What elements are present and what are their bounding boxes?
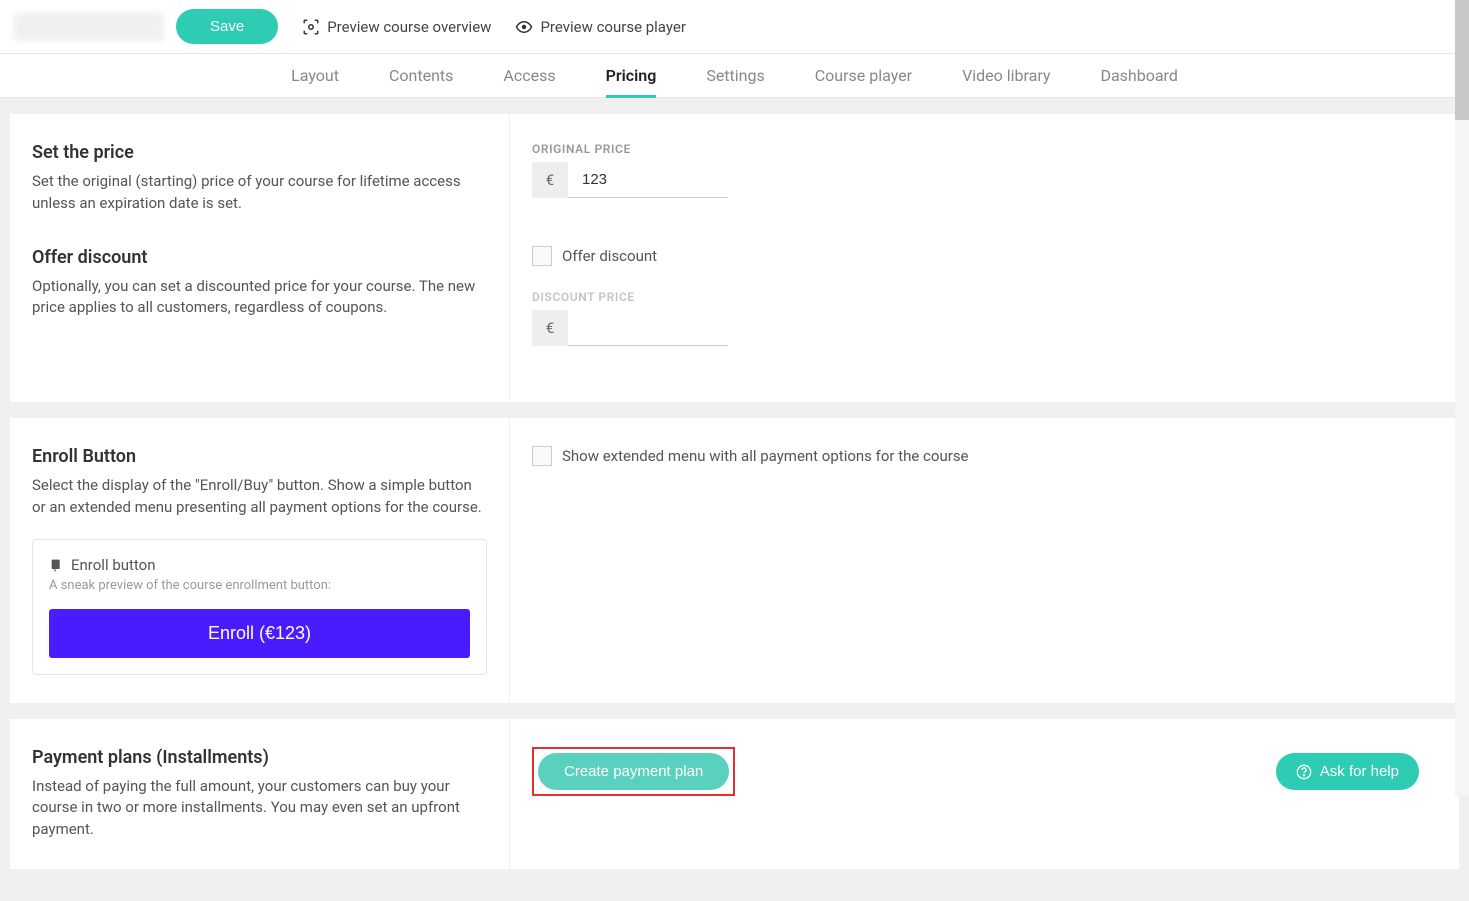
- discount-price-input[interactable]: [568, 310, 728, 346]
- enroll-card-sub: A sneak preview of the course enrollment…: [49, 578, 470, 593]
- original-price-group: €: [532, 162, 1437, 198]
- payment-plans-left: Payment plans (Installments) Instead of …: [10, 719, 510, 869]
- enroll-panel-right: Show extended menu with all payment opti…: [510, 418, 1459, 703]
- tab-contents[interactable]: Contents: [364, 54, 478, 98]
- price-panel-left: Set the price Set the original (starting…: [10, 114, 510, 402]
- eye-target-icon: [302, 18, 320, 36]
- price-panel: Set the price Set the original (starting…: [10, 114, 1459, 402]
- enroll-preview-card: Enroll button A sneak preview of the cou…: [32, 539, 487, 675]
- discount-block: Offer discount Optionally, you can set a…: [32, 247, 487, 320]
- enroll-card-title: Enroll button: [71, 556, 156, 574]
- extended-menu-checkbox[interactable]: [532, 446, 552, 466]
- enroll-panel-left: Enroll Button Select the display of the …: [10, 418, 510, 703]
- vertical-scrollbar[interactable]: [1455, 0, 1469, 796]
- enroll-panel: Enroll Button Select the display of the …: [10, 418, 1459, 703]
- ask-for-help-button[interactable]: Ask for help: [1276, 753, 1419, 790]
- payment-plans-desc: Instead of paying the full amount, your …: [32, 776, 487, 841]
- preview-player-label: Preview course player: [540, 18, 685, 36]
- offer-discount-label: Offer discount: [562, 247, 657, 265]
- enroll-title: Enroll Button: [32, 446, 487, 467]
- create-payment-plan-button[interactable]: Create payment plan: [538, 753, 729, 790]
- tab-settings[interactable]: Settings: [681, 54, 789, 98]
- preview-player-link[interactable]: Preview course player: [515, 18, 685, 36]
- tab-pricing[interactable]: Pricing: [581, 54, 682, 98]
- tag-icon: [49, 557, 65, 573]
- tab-layout[interactable]: Layout: [266, 54, 364, 98]
- blurred-title: [14, 13, 164, 41]
- eye-list-icon: [515, 18, 533, 36]
- extended-menu-row: Show extended menu with all payment opti…: [532, 446, 1437, 466]
- discount-price-group: €: [532, 310, 1437, 346]
- offer-discount-checkbox[interactable]: [532, 246, 552, 266]
- set-price-block: Set the price Set the original (starting…: [32, 142, 487, 215]
- tab-course-player[interactable]: Course player: [790, 54, 937, 98]
- original-price-label: ORIGINAL PRICE: [532, 142, 1437, 156]
- set-price-title: Set the price: [32, 142, 487, 163]
- set-price-desc: Set the original (starting) price of you…: [32, 171, 487, 215]
- tab-dashboard[interactable]: Dashboard: [1075, 54, 1202, 98]
- tab-access[interactable]: Access: [478, 54, 580, 98]
- discount-title: Offer discount: [32, 247, 487, 268]
- scrollbar-thumb[interactable]: [1455, 0, 1469, 120]
- discount-currency-symbol: €: [532, 310, 568, 346]
- preview-overview-label: Preview course overview: [327, 18, 491, 36]
- top-toolbar: Save Preview course overview Preview cou…: [0, 0, 1469, 54]
- help-label: Ask for help: [1320, 763, 1399, 780]
- tab-nav: Layout Contents Access Pricing Settings …: [0, 54, 1469, 98]
- preview-overview-link[interactable]: Preview course overview: [302, 18, 491, 36]
- payment-plans-title: Payment plans (Installments): [32, 747, 487, 768]
- help-icon: [1296, 764, 1312, 780]
- content-area: Set the price Set the original (starting…: [0, 98, 1469, 901]
- payment-plans-right: Create payment plan: [510, 719, 1459, 869]
- enroll-desc: Select the display of the "Enroll/Buy" b…: [32, 475, 487, 519]
- discount-price-label: DISCOUNT PRICE: [532, 290, 1437, 304]
- payment-plans-panel: Payment plans (Installments) Instead of …: [10, 719, 1459, 869]
- price-panel-right: ORIGINAL PRICE € Offer discount DISCOUNT…: [510, 114, 1459, 402]
- highlight-annotation: Create payment plan: [532, 747, 735, 796]
- discount-desc: Optionally, you can set a discounted pri…: [32, 276, 487, 320]
- tab-video-library[interactable]: Video library: [937, 54, 1075, 98]
- offer-discount-row: Offer discount: [532, 246, 1437, 266]
- enroll-preview-button[interactable]: Enroll (€123): [49, 609, 470, 658]
- enroll-card-header: Enroll button: [49, 556, 470, 574]
- save-button[interactable]: Save: [176, 9, 278, 44]
- currency-symbol: €: [532, 162, 568, 198]
- extended-menu-label: Show extended menu with all payment opti…: [562, 447, 969, 465]
- original-price-input[interactable]: [568, 162, 728, 198]
